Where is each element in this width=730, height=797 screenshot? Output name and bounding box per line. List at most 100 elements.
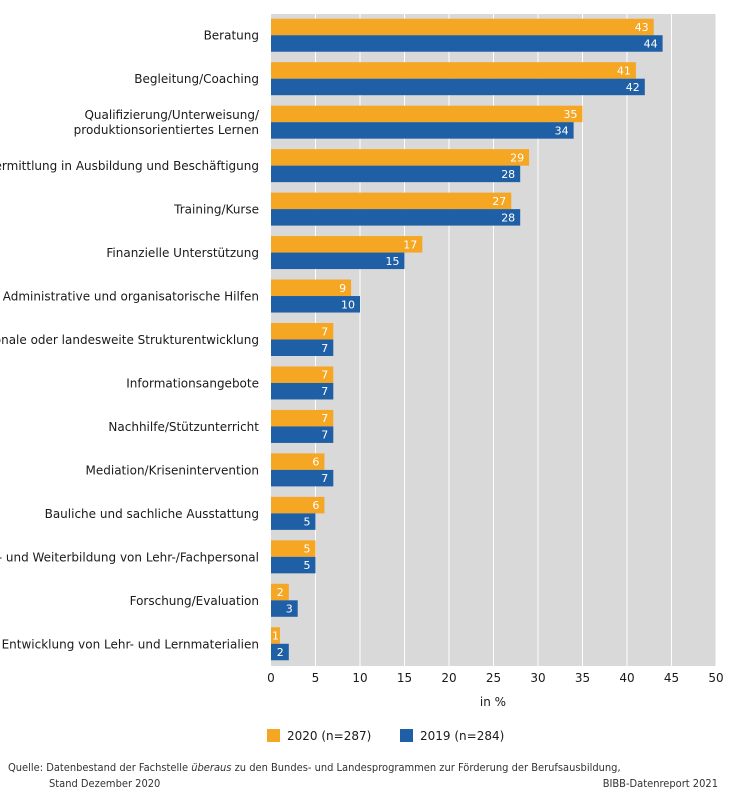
data-label: 43 [635,21,649,34]
legend-swatch-2019 [400,729,413,742]
x-tick-label: 10 [352,671,367,685]
data-label: 7 [321,412,328,425]
data-label: 5 [304,516,311,529]
category-label-line: Informationsangebote [126,376,259,390]
x-tick-label: 50 [708,671,723,685]
category-label: Fort- und Weiterbildung von Lehr-/Fachpe… [0,550,259,564]
bar-2020 [271,627,280,644]
bar-2019 [271,382,334,400]
category-label: Qualifizierung/Unterweisung/produktionso… [74,108,260,137]
bar-2020 [271,236,423,253]
x-axis-title: in % [480,695,506,709]
bar-2020 [271,192,512,210]
data-label: 7 [321,429,328,442]
x-tick-label: 45 [664,671,679,685]
category-label: Mediation/Krisenintervention [86,463,259,477]
data-label: 2 [277,586,284,599]
category-label: Informationsangebote [126,376,259,390]
source-note: Quelle: Datenbestand der Fachstelle über… [8,760,621,792]
data-label: 3 [286,603,293,616]
category-label-line: Fort- und Weiterbildung von Lehr-/Fachpe… [0,550,259,564]
category-label: Vermittlung in Ausbildung und Beschäftig… [0,159,259,173]
legend-label-2019: 2019 (n=284) [420,729,504,743]
bar-2019 [271,122,574,139]
data-label: 5 [304,559,311,572]
data-label: 7 [321,325,328,338]
bar-2020 [271,149,530,166]
source-suffix: zu den Bundes- und Landesprogrammen zur … [231,761,621,774]
bar-2020 [271,540,316,557]
category-label: Forschung/Evaluation [130,594,259,608]
category-label-line: Entwicklung von Lehr- und Lernmaterialie… [2,637,259,651]
category-label: Beratung [204,29,259,43]
category-label-line: produktionsorientiertes Lernen [74,123,259,137]
data-label: 41 [617,64,631,77]
category-label-line: Administrative und organisatorische Hilf… [3,290,259,304]
bar-2020 [271,366,334,383]
category-label-line: Nachhilfe/Stützunterricht [108,420,259,434]
category-label: Regionale oder landesweite Strukturentwi… [0,333,259,347]
data-label: 29 [510,151,524,164]
category-label: Entwicklung von Lehr- und Lernmaterialie… [2,637,259,651]
bar-2020 [271,105,583,123]
data-label: 9 [339,282,346,295]
data-label: 7 [321,369,328,382]
bar-2020 [271,583,289,601]
category-label: Nachhilfe/Stützunterricht [108,420,259,434]
data-label: 10 [341,298,355,311]
legend-swatch-2020 [267,729,280,742]
bar-2019 [271,35,663,52]
data-label: 27 [492,195,506,208]
category-label-line: Training/Kurse [173,203,259,217]
data-label: 7 [321,385,328,398]
data-label: 34 [555,124,569,137]
bar-2020 [271,409,334,427]
bar-2019 [271,339,334,356]
x-tick-label: 25 [486,671,501,685]
category-label-line: Forschung/Evaluation [130,594,259,608]
legend-label-2020: 2020 (n=287) [287,729,371,743]
category-label: Bauliche und sachliche Ausstattung [45,507,259,521]
x-tick-label: 30 [530,671,545,685]
x-axis-ticks: 0 5 10 15 20 25 30 35 40 45 50 [267,671,723,685]
bar-2019 [271,513,316,530]
data-label: 15 [386,255,400,268]
data-label: 1 [272,630,279,643]
bar-2019 [271,469,334,487]
data-label: 6 [312,499,319,512]
category-label: Administrative und organisatorische Hilf… [3,290,259,304]
source-line2: Stand Dezember 2020 [49,777,161,790]
category-label: Begleitung/Coaching [134,72,259,86]
x-tick-label: 0 [267,671,275,685]
credit: BIBB-Datenreport 2021 [602,777,718,790]
bar-2019 [271,296,360,313]
category-label-line: Mediation/Krisenintervention [86,463,259,477]
data-label: 7 [321,472,328,485]
bar-2019 [271,556,316,574]
data-label: 28 [501,168,515,181]
bar-2019 [271,426,334,443]
bar-2019 [271,209,521,226]
source-italic: überaus [191,761,232,774]
category-label-line: Vermittlung in Ausbildung und Beschäftig… [0,159,259,173]
data-label: 6 [312,456,319,469]
x-tick-label: 20 [441,671,456,685]
bar-2019 [271,600,298,617]
category-label-line: Regionale oder landesweite Strukturentwi… [0,333,259,347]
category-label-line: Bauliche und sachliche Ausstattung [45,507,259,521]
bar-2020 [271,62,636,79]
data-label: 28 [501,211,515,224]
source-prefix: Quelle: Datenbestand der Fachstelle [8,761,192,774]
bar-2019 [271,252,405,270]
bar-2020 [271,18,654,36]
data-label: 35 [564,108,578,121]
bar-2019 [271,78,645,96]
bar-2020 [271,323,334,340]
data-label: 42 [626,81,640,94]
x-tick-label: 40 [619,671,634,685]
bar-2019 [271,643,289,661]
bar-2020 [271,279,352,297]
category-label-line: Qualifizierung/Unterweisung/ [84,108,259,122]
data-label: 7 [321,342,328,355]
